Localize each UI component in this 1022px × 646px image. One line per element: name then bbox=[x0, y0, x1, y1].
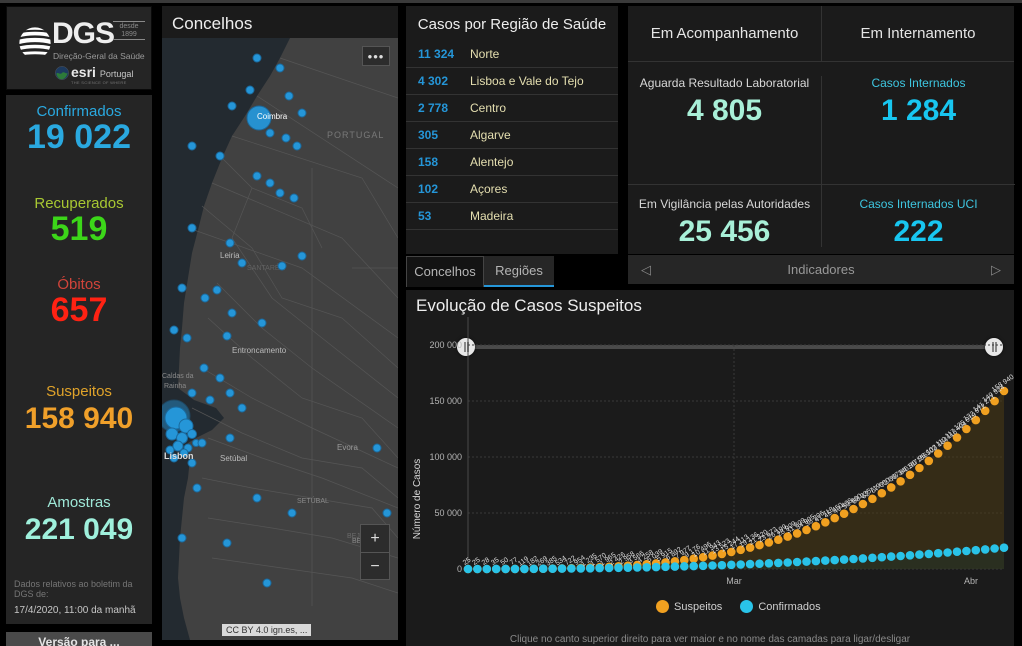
svg-text:50 000: 50 000 bbox=[434, 508, 462, 518]
svg-text:150 000: 150 000 bbox=[429, 396, 462, 406]
svg-text:100 000: 100 000 bbox=[429, 452, 462, 462]
svg-text:0: 0 bbox=[457, 564, 462, 574]
svg-text:Número de Casos: Número de Casos bbox=[412, 459, 423, 540]
svg-text:200 000: 200 000 bbox=[429, 340, 462, 350]
svg-text:Mar: Mar bbox=[726, 576, 742, 586]
svg-text:Abr: Abr bbox=[964, 576, 978, 586]
